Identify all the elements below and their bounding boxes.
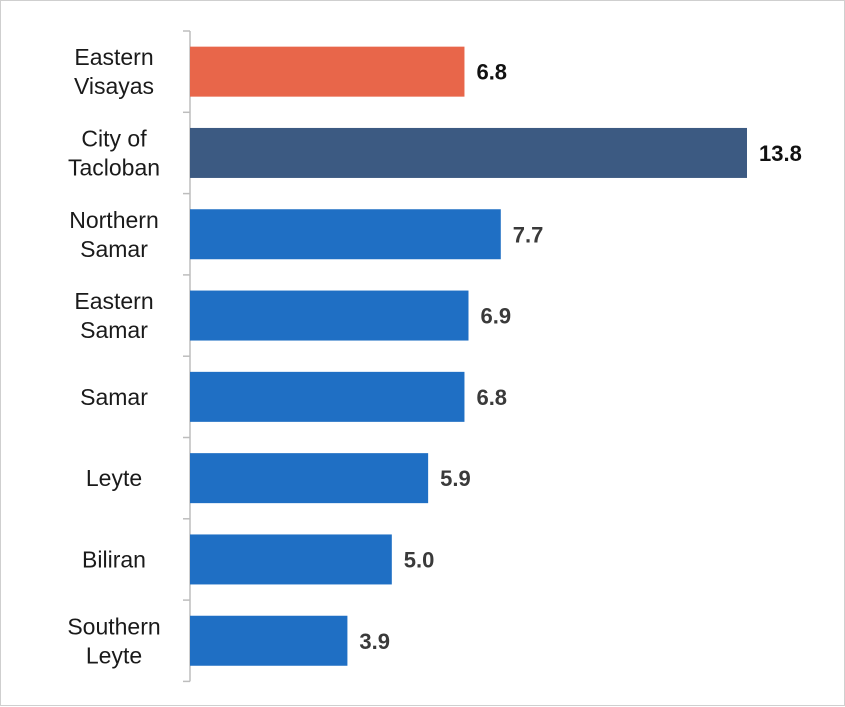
bar — [190, 46, 465, 97]
value-labels-group: 6.8 13.8 7.7 6.9 6.8 5.9 5.0 3.9 — [359, 60, 801, 654]
data-label: 7.7 — [513, 222, 544, 247]
data-label: 6.8 — [476, 385, 507, 410]
bar — [190, 453, 429, 504]
data-label: 5.9 — [440, 466, 471, 491]
data-label: 13.8 — [759, 141, 802, 166]
bars-group — [190, 46, 747, 666]
bar — [190, 615, 348, 666]
tick-label: Eastern — [74, 288, 153, 314]
tick-label: Visayas — [74, 73, 154, 99]
bar — [190, 127, 747, 178]
tick-label: Northern — [69, 207, 158, 233]
tick-label: Southern — [67, 613, 160, 639]
bar — [190, 534, 392, 585]
tick-label: Leyte — [86, 642, 142, 668]
tick-label: Samar — [80, 317, 148, 343]
tick-label: Eastern — [74, 44, 153, 70]
tick-label: Biliran — [82, 546, 146, 572]
data-label: 3.9 — [359, 629, 390, 654]
bar — [190, 290, 469, 341]
tick-label: Tacloban — [68, 154, 160, 180]
y-axis-group — [183, 30, 191, 683]
data-label: 5.0 — [404, 547, 435, 572]
tick-label: Samar — [80, 236, 148, 262]
bar — [190, 209, 501, 260]
data-label: 6.8 — [476, 60, 507, 85]
tick-label: Leyte — [86, 465, 142, 491]
category-labels-group: Eastern Visayas City of Tacloban Northern Sam… — [67, 44, 160, 668]
data-label: 6.9 — [481, 304, 512, 329]
bar — [190, 371, 465, 422]
tick-label: City of — [81, 125, 147, 151]
tick-label: Samar — [80, 384, 148, 410]
